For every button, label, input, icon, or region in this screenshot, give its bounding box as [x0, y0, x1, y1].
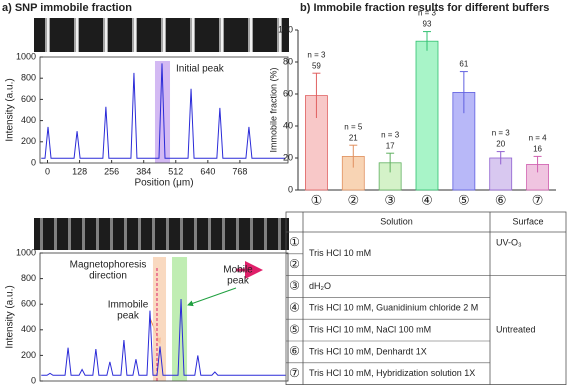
table-header: Solution — [380, 216, 413, 226]
x-tick-label: 256 — [104, 166, 119, 176]
x-tick-label: ② — [347, 192, 359, 207]
annotation: peak — [227, 276, 250, 287]
x-tick-label: 512 — [168, 166, 183, 176]
y-tick-label: 200 — [21, 350, 36, 360]
solution: Tris HCl 10 mM — [309, 248, 371, 258]
value-label: 93 — [423, 20, 432, 29]
n-label: n = 4 — [529, 134, 548, 143]
y-tick-label: 400 — [21, 115, 36, 125]
row-number: ① — [289, 235, 300, 249]
row-number: ⑥ — [289, 344, 300, 358]
y-tick-label: 800 — [21, 73, 36, 83]
y-tick-label: 600 — [21, 299, 36, 309]
annotation: Immobile — [108, 300, 149, 311]
highlight-band — [172, 257, 188, 381]
x-tick-label: ④ — [421, 192, 433, 207]
plot-frame — [39, 56, 289, 164]
bar — [415, 40, 439, 191]
surface: Untreated — [496, 324, 536, 334]
x-tick-label: ⑦ — [532, 192, 544, 207]
n-label: n = 3 — [307, 50, 326, 59]
y-axis-label: Intensity (a.u.) — [5, 78, 16, 141]
value-label: 61 — [459, 60, 468, 69]
x-tick-label: ③ — [384, 192, 396, 207]
row-number: ④ — [289, 300, 300, 314]
y-tick-label: 80 — [283, 56, 293, 66]
data-line — [41, 299, 286, 376]
n-label: n = 3 — [418, 9, 437, 18]
highlight-band — [154, 61, 171, 163]
value-label: 17 — [386, 141, 395, 150]
y-tick-label: 0 — [31, 375, 36, 385]
y-tick-label: 600 — [21, 94, 36, 104]
y-tick-label: 0 — [31, 157, 36, 167]
x-tick-label: 0 — [45, 166, 50, 176]
highlight-label: Initial peak — [176, 64, 225, 75]
annotation: Mobile — [223, 265, 253, 276]
x-tick-label: 640 — [200, 166, 215, 176]
value-label: 16 — [533, 145, 542, 154]
value-label: 59 — [312, 61, 321, 70]
row-number: ② — [289, 257, 300, 271]
x-tick-label: ⑤ — [458, 192, 470, 207]
table-frame — [285, 211, 567, 386]
microscopy-image — [34, 18, 289, 52]
y-tick-label: 400 — [21, 324, 36, 334]
x-tick-label: 768 — [232, 166, 247, 176]
n-label: n = 3 — [492, 129, 511, 138]
x-tick-label: 384 — [136, 166, 151, 176]
surface: UV-O₃ — [496, 237, 522, 247]
row-number: ⑤ — [289, 322, 300, 336]
table-header: Surface — [512, 216, 543, 226]
annotation: peak — [117, 311, 140, 322]
row-number: ⑦ — [289, 366, 300, 380]
value-label: 20 — [496, 140, 505, 149]
y-tick-label: 1000 — [16, 247, 36, 257]
value-label: 21 — [349, 133, 358, 142]
highlight-band — [152, 257, 167, 381]
row-number: ③ — [289, 279, 300, 293]
y-tick-label: 40 — [283, 120, 293, 130]
y-tick-label: 100 — [278, 24, 293, 34]
y-tick-label: 20 — [283, 152, 293, 162]
x-tick-label: ① — [311, 192, 323, 207]
y-tick-label: 1000 — [16, 51, 36, 61]
x-axis-label: Position (μm) — [134, 178, 193, 189]
pointer-arrow — [187, 287, 237, 307]
solution: Tris HCl 10 mM, Hybridization solution 1… — [309, 368, 475, 378]
y-tick-label: 800 — [21, 273, 36, 283]
n-label: n = 3 — [381, 130, 400, 139]
x-tick-label: ⑥ — [495, 192, 507, 207]
plot-frame — [39, 252, 289, 382]
solution: Tris HCl 10 mM, Denhardt 1X — [309, 346, 427, 356]
solution: Tris HCl 10 mM, Guanidinium chloride 2 M — [309, 303, 478, 313]
y-tick-label: 60 — [283, 88, 293, 98]
y-tick-label: 200 — [21, 136, 36, 146]
solution: Tris HCl 10 mM, NaCl 100 mM — [309, 324, 431, 334]
data-line — [41, 63, 286, 159]
y-tick-label: 0 — [288, 184, 293, 194]
x-tick-label: 128 — [72, 166, 87, 176]
panel-title: b) Immobile fraction results for differe… — [300, 2, 549, 14]
y-axis-label: Immobile fraction (%) — [268, 67, 278, 152]
solution: dH₂O — [309, 281, 331, 291]
n-label: n = 5 — [344, 122, 363, 131]
microscopy-image — [34, 218, 289, 250]
panel-title: a) SNP immobile fraction — [2, 2, 132, 14]
y-axis-label: Intensity (a.u.) — [5, 285, 16, 348]
annotation: Magnetophoresis — [70, 260, 147, 271]
annotation: direction — [89, 271, 127, 282]
